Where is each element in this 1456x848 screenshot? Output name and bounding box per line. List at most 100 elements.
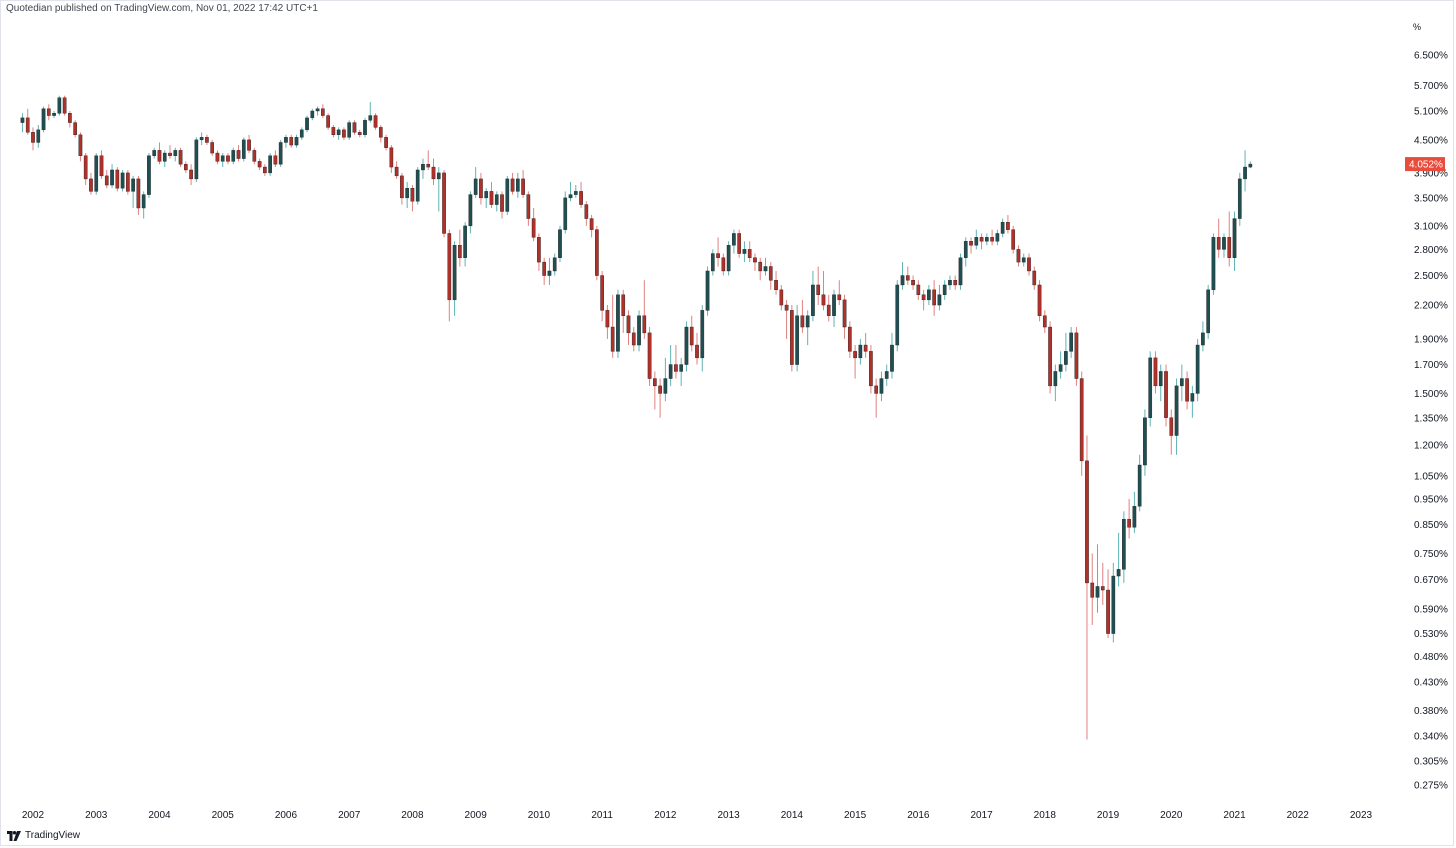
candle[interactable] bbox=[1000, 218, 1005, 238]
candle[interactable] bbox=[1064, 332, 1068, 372]
candle[interactable] bbox=[110, 164, 114, 189]
candle[interactable] bbox=[210, 139, 215, 156]
candle[interactable] bbox=[389, 145, 394, 173]
candle[interactable] bbox=[837, 280, 842, 306]
candle[interactable] bbox=[858, 338, 863, 365]
candle[interactable] bbox=[384, 134, 388, 151]
candle[interactable] bbox=[173, 147, 178, 162]
candle[interactable] bbox=[573, 185, 578, 198]
candle[interactable] bbox=[1164, 364, 1168, 427]
candle[interactable] bbox=[78, 132, 83, 162]
candle[interactable] bbox=[1053, 364, 1058, 402]
candle[interactable] bbox=[115, 167, 120, 192]
candle[interactable] bbox=[895, 280, 900, 352]
candle[interactable] bbox=[1058, 351, 1063, 379]
candle[interactable] bbox=[811, 270, 815, 322]
candle[interactable] bbox=[1169, 409, 1174, 455]
candle[interactable] bbox=[131, 175, 135, 208]
candle[interactable] bbox=[1185, 371, 1189, 410]
candle[interactable] bbox=[83, 153, 88, 186]
candle[interactable] bbox=[447, 229, 452, 322]
footer-brand[interactable]: TradingView bbox=[7, 830, 80, 841]
candle[interactable] bbox=[595, 225, 599, 281]
candle[interactable] bbox=[658, 378, 662, 418]
candle[interactable] bbox=[510, 172, 515, 195]
candle[interactable] bbox=[168, 145, 172, 159]
candle[interactable] bbox=[431, 158, 436, 186]
candle[interactable] bbox=[468, 191, 473, 234]
candle[interactable] bbox=[610, 294, 615, 358]
candle[interactable] bbox=[847, 321, 852, 358]
candle[interactable] bbox=[689, 315, 694, 352]
candle[interactable] bbox=[68, 110, 72, 128]
candle[interactable] bbox=[442, 169, 446, 238]
candle[interactable] bbox=[790, 305, 794, 372]
candle[interactable] bbox=[178, 147, 183, 168]
candle[interactable] bbox=[452, 241, 457, 316]
candle[interactable] bbox=[220, 153, 225, 168]
candle[interactable] bbox=[1211, 233, 1216, 295]
candle[interactable] bbox=[326, 113, 330, 130]
candle[interactable] bbox=[473, 167, 478, 198]
candle[interactable] bbox=[537, 233, 541, 271]
candle[interactable] bbox=[584, 201, 589, 226]
candle[interactable] bbox=[231, 147, 236, 165]
candle[interactable] bbox=[400, 172, 404, 205]
candle[interactable] bbox=[515, 172, 520, 198]
candle[interactable] bbox=[974, 229, 979, 250]
candle[interactable] bbox=[310, 108, 315, 121]
candle[interactable] bbox=[1216, 218, 1221, 258]
candle[interactable] bbox=[157, 142, 162, 165]
candle[interactable] bbox=[589, 214, 594, 238]
candle[interactable] bbox=[700, 305, 705, 372]
candle[interactable] bbox=[479, 172, 483, 205]
candle[interactable] bbox=[1237, 172, 1242, 226]
candle[interactable] bbox=[758, 257, 763, 281]
candle[interactable] bbox=[768, 262, 773, 290]
candle[interactable] bbox=[616, 289, 620, 358]
candle[interactable] bbox=[948, 275, 952, 290]
candle[interactable] bbox=[1079, 371, 1084, 476]
candle[interactable] bbox=[99, 150, 104, 179]
candle[interactable] bbox=[421, 158, 425, 179]
candle[interactable] bbox=[784, 299, 789, 339]
candle[interactable] bbox=[1090, 553, 1095, 626]
candle[interactable] bbox=[1042, 310, 1047, 333]
candle[interactable] bbox=[621, 289, 626, 333]
candle[interactable] bbox=[1011, 225, 1016, 254]
candle[interactable] bbox=[1122, 511, 1126, 583]
candle[interactable] bbox=[1190, 385, 1195, 418]
candle[interactable] bbox=[273, 150, 278, 168]
candle[interactable] bbox=[1158, 364, 1163, 402]
candle[interactable] bbox=[321, 104, 325, 118]
candle[interactable] bbox=[357, 129, 362, 138]
candle[interactable] bbox=[626, 310, 631, 346]
candle[interactable] bbox=[1100, 562, 1105, 605]
candle[interactable] bbox=[94, 153, 99, 195]
candle[interactable] bbox=[136, 175, 141, 215]
candle[interactable] bbox=[684, 321, 689, 372]
candle[interactable] bbox=[679, 357, 684, 386]
candle[interactable] bbox=[832, 289, 836, 328]
candle[interactable] bbox=[52, 110, 56, 118]
candle[interactable] bbox=[1137, 454, 1142, 512]
candle[interactable] bbox=[25, 108, 30, 135]
candle[interactable] bbox=[995, 229, 1000, 246]
candle[interactable] bbox=[189, 164, 193, 186]
candle[interactable] bbox=[36, 124, 41, 148]
candle[interactable] bbox=[568, 181, 573, 202]
candle[interactable] bbox=[747, 241, 752, 263]
candle[interactable] bbox=[1227, 211, 1232, 267]
candle[interactable] bbox=[410, 185, 415, 212]
candle[interactable] bbox=[816, 266, 821, 306]
candle[interactable] bbox=[911, 275, 915, 290]
candle[interactable] bbox=[241, 137, 246, 162]
candle[interactable] bbox=[1111, 562, 1116, 643]
candle[interactable] bbox=[1027, 253, 1031, 276]
candle[interactable] bbox=[932, 280, 936, 316]
candle[interactable] bbox=[378, 124, 383, 143]
candle[interactable] bbox=[46, 104, 51, 121]
candle[interactable] bbox=[953, 275, 958, 290]
candle[interactable] bbox=[141, 191, 146, 219]
candle[interactable] bbox=[147, 153, 151, 198]
